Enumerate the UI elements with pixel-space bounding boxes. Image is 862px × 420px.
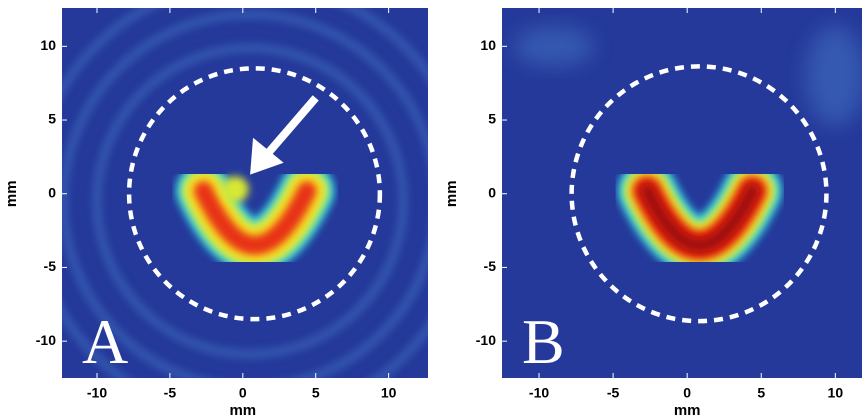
ring-artifact [62, 10, 428, 378]
hotspot [640, 184, 760, 252]
x-axis-label: mm [674, 402, 701, 419]
y-tick-label: -10 [36, 332, 56, 348]
panel-label: B [522, 306, 565, 377]
x-tick-label: -10 [529, 385, 549, 401]
y-tick-label: 10 [480, 37, 496, 53]
x-tick-label: 0 [239, 385, 247, 401]
y-tick-label: -5 [44, 258, 57, 274]
x-tick-label: -5 [607, 385, 620, 401]
x-tick-label: 0 [683, 385, 691, 401]
y-axis-label: mm [443, 180, 460, 207]
noise [805, 25, 862, 126]
target-circle [126, 66, 383, 322]
hotspot [193, 181, 317, 255]
plot-area [502, 8, 862, 378]
y-tick-label: 10 [40, 37, 56, 53]
plot-area [62, 8, 428, 378]
hotspot [222, 176, 249, 203]
x-tick-label: 10 [381, 385, 397, 401]
y-tick-label: 5 [488, 111, 496, 127]
x-tick-label: 10 [828, 385, 844, 401]
x-tick-label: 5 [312, 385, 320, 401]
x-tick-label: 5 [757, 385, 765, 401]
x-tick-label: -5 [164, 385, 177, 401]
x-axis-label: mm [229, 402, 256, 419]
y-tick-label: -5 [484, 258, 497, 274]
arrow-shaft [263, 95, 319, 159]
arrow-head [250, 137, 284, 175]
x-tick-label: -10 [87, 385, 107, 401]
y-tick-label: 0 [488, 184, 496, 200]
ring-artifact [92, 43, 408, 359]
target-circle [569, 64, 829, 324]
y-tick-label: 0 [48, 184, 56, 200]
y-axis-label: mm [3, 180, 20, 207]
panel-label: A [82, 306, 128, 377]
y-tick-label: 5 [48, 111, 56, 127]
y-tick-label: -10 [476, 332, 496, 348]
noise [513, 26, 594, 67]
